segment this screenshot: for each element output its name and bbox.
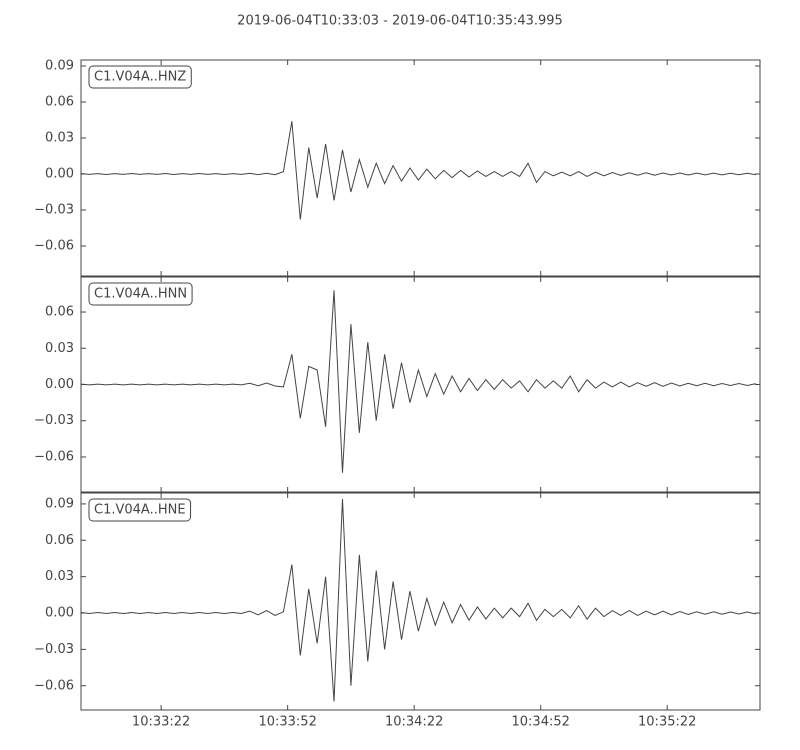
x-tick-label: 10:34:52 (512, 715, 570, 730)
trace-label-box (88, 498, 192, 522)
x-tick-label: 10:34:22 (385, 715, 443, 730)
trace-label: C1.V04A..HNN (94, 287, 187, 302)
x-tick-label: 10:35:22 (638, 715, 696, 730)
waveform (80, 121, 756, 220)
y-tick-label: 0.03 (45, 341, 74, 356)
y-tick-label: 0.00 (45, 377, 74, 392)
x-tick-label: 10:33:22 (132, 715, 190, 730)
trace-label-box (88, 282, 193, 306)
y-tick-label: −0.03 (34, 413, 74, 428)
y-tick-label: 0.03 (45, 131, 74, 146)
y-tick-label: −0.06 (34, 239, 74, 254)
y-tick-label: 0.06 (45, 95, 74, 110)
y-tick-label: 0.00 (45, 606, 74, 621)
y-tick-label: 0.06 (45, 533, 74, 548)
y-tick-label: 0.09 (45, 496, 74, 511)
y-tick-label: −0.06 (34, 449, 74, 464)
y-tick-label: 0.09 (45, 59, 74, 74)
panel: −0.06 −0.03 0.00 0.03 0.06 C1.V04A..HNN (34, 276, 761, 493)
y-tick-label: 0.00 (45, 167, 74, 182)
trace-label-box (88, 65, 192, 89)
y-tick-label: 0.03 (45, 569, 74, 584)
y-tick-label: −0.06 (34, 678, 74, 693)
y-tick-label: −0.03 (34, 203, 74, 218)
y-tick-label: 0.06 (45, 305, 74, 320)
axes-frame (80, 492, 761, 711)
trace-label: C1.V04A..HNE (94, 503, 186, 518)
y-tick-label: −0.03 (34, 642, 74, 657)
panel: −0.06 −0.03 0.00 0.03 0.06 0.09 C1.V04A..HNZ (34, 59, 761, 277)
trace-label: C1.V04A..HNZ (94, 70, 186, 85)
waveform (80, 290, 756, 473)
figure-title: 2019-06-04T10:33:03 - 2019-06-04T10:35:4… (237, 14, 563, 29)
axes-frame (80, 59, 761, 277)
x-tick-label: 10:33:52 (258, 715, 316, 730)
waveform (80, 499, 756, 702)
panel: −0.06 −0.03 0.00 0.03 0.06 0.09 10:33:22 10:33:… (34, 492, 761, 730)
